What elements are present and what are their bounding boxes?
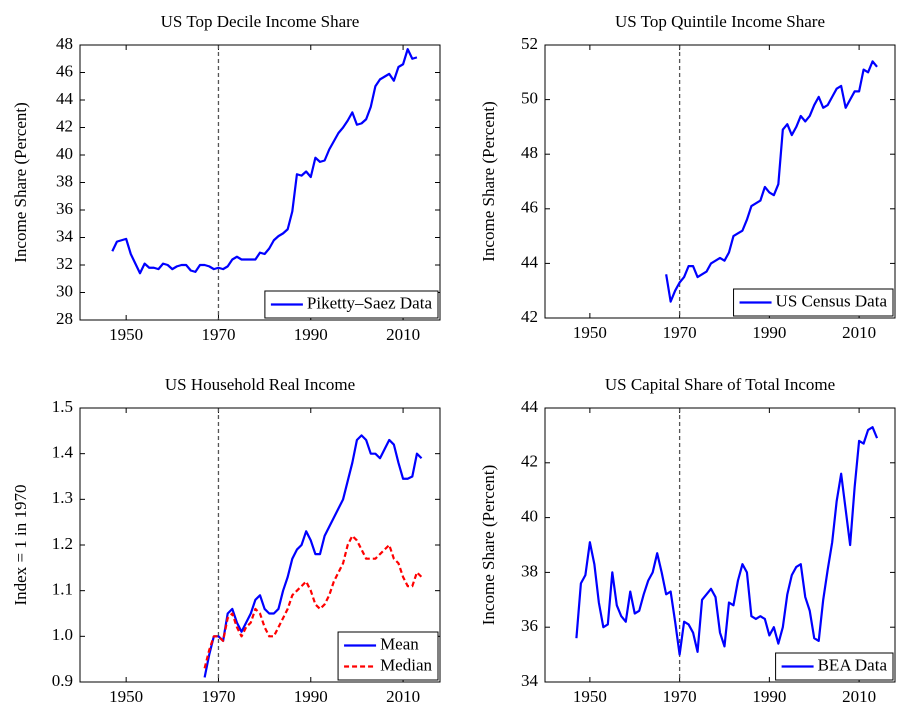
data-line	[111, 48, 418, 275]
x-tick-label: 1950	[109, 325, 143, 344]
chart-title: US Household Real Income	[165, 375, 355, 394]
y-tick-label: 1.5	[52, 397, 73, 416]
y-tick-label: 0.9	[52, 671, 73, 690]
axes-frame	[79, 44, 441, 321]
plot-area	[545, 45, 895, 318]
x-tick-label: 1990	[294, 325, 328, 344]
x-tick-label: 2010	[842, 687, 876, 706]
y-tick-label: 48	[56, 34, 73, 53]
legend-box	[337, 631, 439, 681]
legend-label: Median	[380, 655, 432, 674]
x-tick-label: 2010	[386, 325, 420, 344]
x-tick-label: 2010	[842, 323, 876, 342]
y-tick-label: 42	[521, 307, 538, 326]
legend-label: Piketty–Saez Data	[307, 293, 433, 312]
axes-frame	[544, 44, 896, 319]
y-tick-label: 34	[521, 671, 539, 690]
y-tick-label: 38	[521, 561, 538, 580]
x-tick-label: 2010	[386, 687, 420, 706]
data-line	[575, 426, 879, 656]
y-tick-label: 30	[56, 281, 73, 300]
chart-title: US Top Quintile Income Share	[615, 12, 825, 31]
x-tick-label: 1970	[201, 325, 235, 344]
y-tick-label: 32	[56, 254, 73, 273]
legend-label: BEA Data	[818, 655, 888, 674]
y-tick-label: 52	[521, 34, 538, 53]
y-tick-label: 1.3	[52, 488, 73, 507]
y-axis-label: Income Share (Percent)	[479, 465, 498, 625]
y-tick-label: 36	[56, 199, 73, 218]
legend: US Census Data	[733, 288, 894, 317]
x-tick-label: 1970	[201, 687, 235, 706]
y-tick-label: 28	[56, 309, 73, 328]
plot-area	[545, 408, 895, 682]
subplot: US Top Quintile Income Share Income Share…	[479, 12, 896, 342]
y-tick-label: 42	[56, 116, 73, 135]
x-tick-label: 1970	[663, 323, 697, 342]
legend: Mean Median	[337, 631, 439, 681]
y-tick-label: 1.2	[52, 534, 73, 553]
x-tick-label: 1950	[109, 687, 143, 706]
x-tick-label: 1950	[573, 323, 607, 342]
y-tick-label: 34	[56, 226, 74, 245]
chart-title: US Capital Share of Total Income	[605, 375, 835, 394]
legend-label: Mean	[380, 634, 419, 653]
x-tick-label: 1990	[752, 323, 786, 342]
subplot: US Capital Share of Total Income Income S…	[479, 375, 896, 706]
y-axis-label: Income Share (Percent)	[11, 102, 30, 262]
x-tick-label: 1990	[752, 687, 786, 706]
y-tick-label: 42	[521, 452, 538, 471]
y-tick-label: 40	[56, 144, 73, 163]
legend: Piketty–Saez Data	[264, 290, 439, 319]
data-line	[665, 60, 878, 303]
plot-area	[80, 45, 440, 320]
y-tick-label: 36	[521, 616, 538, 635]
y-tick-label: 44	[521, 252, 539, 271]
chart-title: US Top Decile Income Share	[161, 12, 360, 31]
y-tick-label: 1.4	[52, 443, 74, 462]
y-tick-label: 44	[56, 89, 74, 108]
y-tick-label: 44	[521, 397, 539, 416]
y-tick-label: 46	[56, 61, 73, 80]
y-tick-label: 50	[521, 89, 538, 108]
legend-label: US Census Data	[776, 291, 888, 310]
x-tick-label: 1970	[663, 687, 697, 706]
subplot: US Top Decile Income Share Income Share (…	[11, 12, 441, 344]
x-tick-label: 1990	[294, 687, 328, 706]
legend: BEA Data	[775, 652, 894, 681]
data-line	[203, 534, 423, 669]
y-tick-label: 40	[521, 507, 538, 526]
y-tick-label: 38	[56, 171, 73, 190]
y-tick-label: 46	[521, 198, 538, 217]
subplot: US Household Real Income Index = 1 in 197…	[11, 375, 441, 706]
y-tick-label: 1.1	[52, 580, 73, 599]
axes-frame	[544, 407, 896, 683]
y-axis-label: Income Share (Percent)	[479, 101, 498, 261]
x-tick-label: 1950	[573, 687, 607, 706]
axes-frame	[79, 407, 441, 683]
y-axis-label: Index = 1 in 1970	[11, 484, 30, 605]
y-tick-label: 1.0	[52, 625, 73, 644]
y-tick-label: 48	[521, 143, 538, 162]
data-line	[203, 434, 423, 678]
